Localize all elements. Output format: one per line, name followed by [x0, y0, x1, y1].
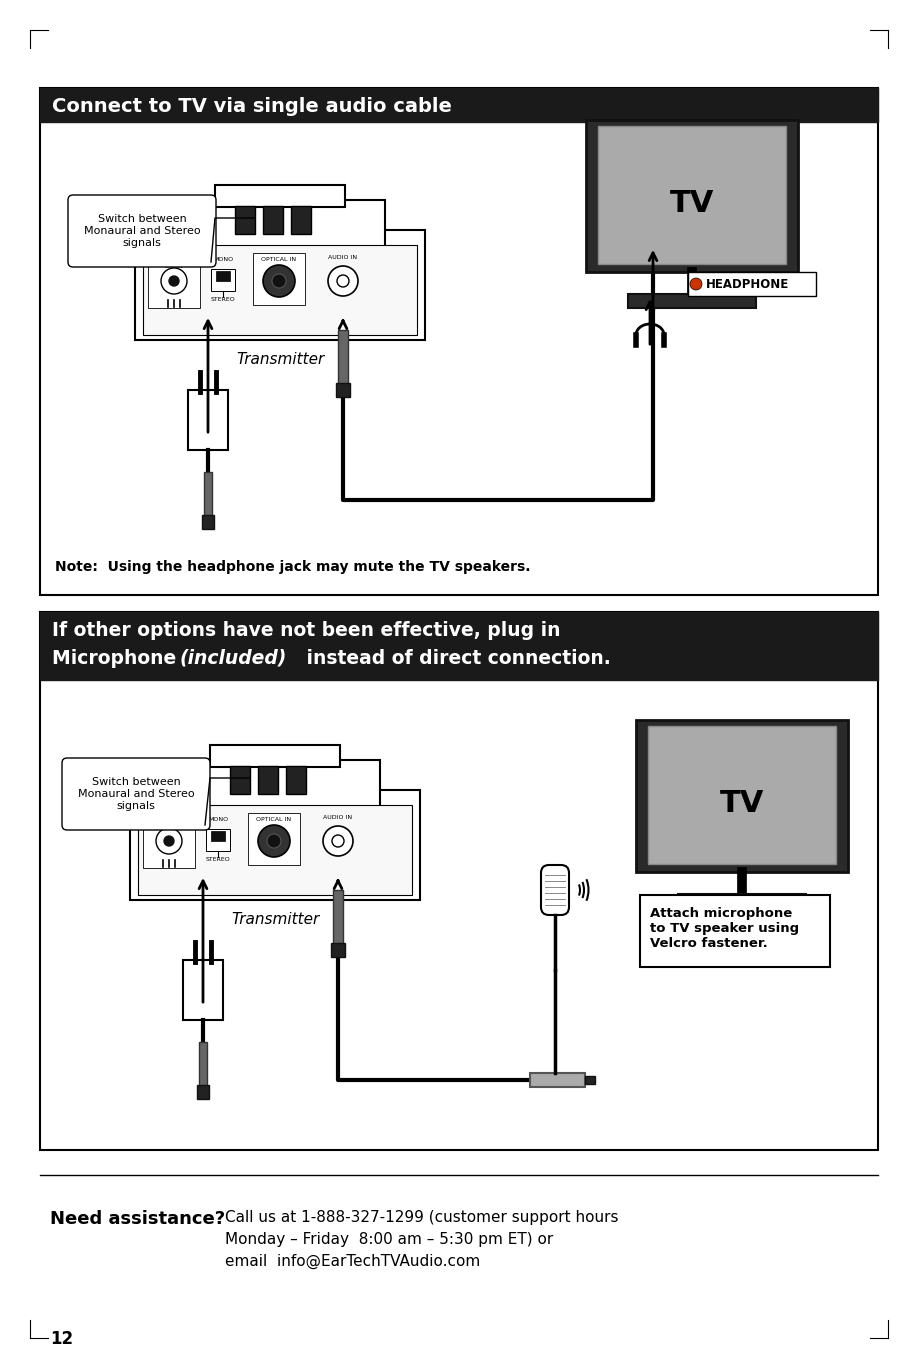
Circle shape	[169, 276, 179, 286]
Bar	[215, 185, 345, 207]
Circle shape	[258, 825, 290, 856]
Circle shape	[156, 828, 182, 854]
Bar	[216, 271, 230, 280]
Bar	[183, 960, 223, 1021]
Text: DC IN: DC IN	[165, 264, 183, 269]
Text: Note:  Using the headphone jack may mute the TV speakers.: Note: Using the headphone jack may mute …	[55, 560, 531, 575]
Text: Transmitter: Transmitter	[230, 912, 319, 928]
Text: Transmitter: Transmitter	[236, 352, 324, 367]
Text: MONO: MONO	[208, 817, 228, 822]
Bar	[530, 1073, 585, 1088]
Bar	[678, 895, 806, 908]
Bar	[130, 789, 420, 900]
Bar	[211, 269, 235, 291]
Text: OPTICAL IN: OPTICAL IN	[256, 817, 292, 822]
Text: AUDIO IN: AUDIO IN	[323, 815, 353, 819]
Bar	[40, 611, 878, 680]
Bar	[204, 472, 212, 517]
Circle shape	[323, 826, 353, 856]
Bar	[40, 88, 878, 595]
Bar	[175, 200, 385, 250]
Text: If other options have not been effective, plug in: If other options have not been effective…	[52, 621, 561, 639]
Bar	[333, 891, 343, 945]
Bar	[636, 720, 848, 871]
Text: email  info@EarTechTVAudio.com: email info@EarTechTVAudio.com	[225, 1254, 480, 1270]
FancyBboxPatch shape	[62, 758, 210, 830]
Text: TV: TV	[720, 788, 764, 818]
Bar	[598, 126, 786, 264]
Bar	[188, 390, 228, 450]
Bar	[263, 207, 283, 234]
Bar	[135, 230, 425, 341]
Text: STEREO: STEREO	[210, 297, 235, 302]
Text: Monday – Friday  8:00 am – 5:30 pm ET) or: Monday – Friday 8:00 am – 5:30 pm ET) or	[225, 1233, 558, 1248]
Circle shape	[690, 278, 702, 290]
Text: AUDIO IN: AUDIO IN	[329, 254, 358, 260]
Bar	[258, 766, 278, 793]
Bar	[143, 245, 417, 335]
Circle shape	[164, 836, 174, 845]
Text: Need assistance?: Need assistance?	[50, 1211, 225, 1228]
Bar	[640, 895, 830, 967]
Bar	[291, 207, 311, 234]
Bar	[148, 253, 200, 308]
Text: instead of direct connection.: instead of direct connection.	[300, 648, 610, 668]
Bar	[253, 253, 305, 305]
Circle shape	[272, 274, 286, 289]
Bar	[286, 766, 306, 793]
Text: HEADPHONE: HEADPHONE	[706, 279, 789, 291]
Text: MONO: MONO	[213, 257, 233, 263]
Text: TV: TV	[670, 189, 714, 218]
Bar	[585, 1077, 595, 1083]
Text: (included): (included)	[180, 648, 287, 668]
Text: Switch between
Monaural and Stereo
signals: Switch between Monaural and Stereo signa…	[78, 777, 195, 811]
Bar	[210, 746, 340, 767]
Bar	[211, 830, 225, 841]
Text: DC IN: DC IN	[160, 824, 178, 829]
Bar	[143, 813, 195, 869]
Bar	[199, 1042, 207, 1088]
Circle shape	[263, 265, 295, 297]
Text: 5V 550mA: 5V 550mA	[153, 819, 185, 824]
Bar	[628, 294, 756, 308]
Circle shape	[161, 268, 187, 294]
Bar	[40, 611, 878, 1150]
Bar	[248, 813, 300, 865]
Circle shape	[332, 834, 344, 847]
Circle shape	[267, 834, 281, 848]
Bar	[235, 207, 255, 234]
Bar	[230, 766, 250, 793]
Bar	[338, 330, 348, 384]
Bar	[688, 272, 816, 295]
FancyBboxPatch shape	[68, 196, 216, 267]
Bar	[40, 88, 878, 122]
Text: Switch between
Monaural and Stereo
signals: Switch between Monaural and Stereo signa…	[84, 215, 200, 248]
Bar	[197, 1085, 209, 1099]
Circle shape	[328, 265, 358, 295]
Bar	[138, 804, 412, 895]
Bar	[648, 726, 836, 865]
Bar	[206, 829, 230, 851]
Bar	[202, 514, 214, 529]
Text: STEREO: STEREO	[206, 856, 230, 862]
Bar	[336, 383, 350, 397]
Text: 5V 550mA: 5V 550mA	[158, 259, 190, 264]
Text: Connect to TV via single audio cable: Connect to TV via single audio cable	[52, 97, 452, 115]
FancyBboxPatch shape	[541, 865, 569, 915]
Circle shape	[337, 275, 349, 287]
Text: Microphone: Microphone	[52, 648, 183, 668]
Text: Attach microphone
to TV speaker using
Velcro fastener.: Attach microphone to TV speaker using Ve…	[650, 907, 800, 949]
Text: Call us at 1-888-327-1299 (customer support hours: Call us at 1-888-327-1299 (customer supp…	[225, 1211, 619, 1224]
Bar	[331, 943, 345, 958]
Bar	[170, 761, 380, 810]
Text: 12: 12	[50, 1330, 73, 1347]
Bar	[586, 120, 798, 272]
Text: OPTICAL IN: OPTICAL IN	[262, 257, 297, 263]
